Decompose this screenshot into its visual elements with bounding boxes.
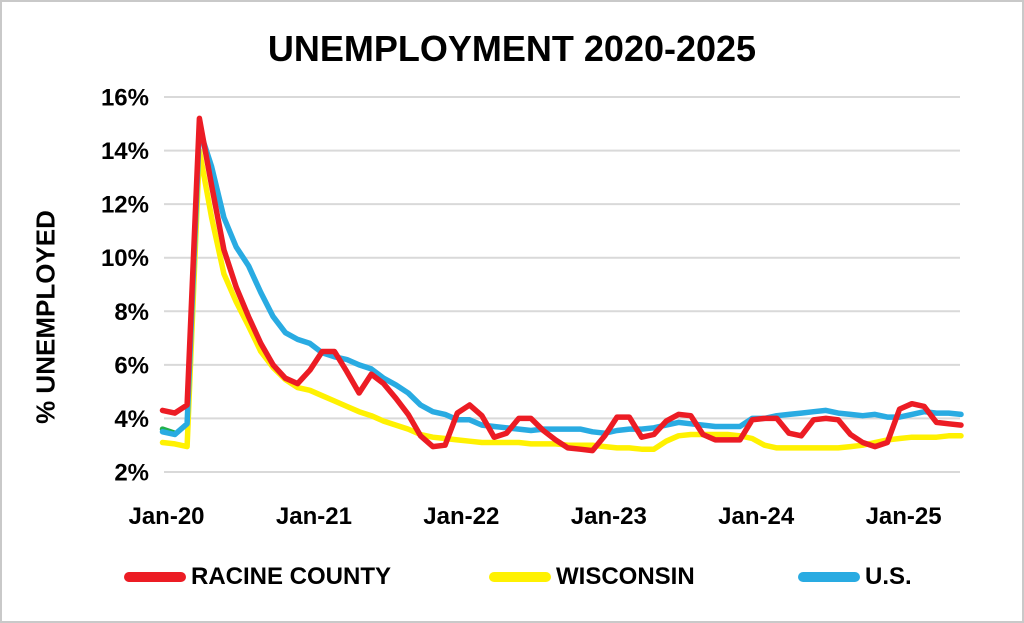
legend-label-racine-county: RACINE COUNTY [191, 563, 392, 590]
legend-label-us: U.S. [865, 563, 912, 590]
legend-swatch-wisconsin-icon [489, 572, 551, 582]
y-tick-label: 4% [114, 406, 149, 433]
y-tick-label: 6% [114, 352, 149, 379]
x-tick-label: Jan-24 [718, 503, 795, 530]
x-tick-label: Jan-25 [866, 503, 942, 530]
chart-title: UNEMPLOYMENT 2020-2025 [267, 28, 757, 69]
series-line-wisconsin [159, 147, 964, 452]
y-tick-label: 8% [114, 299, 149, 326]
series-line-us [159, 126, 964, 438]
legend-label-wisconsin: WISCONSIN [556, 563, 695, 590]
legend-swatch-racine-county-icon [124, 572, 186, 582]
x-tick-label: Jan-23 [571, 503, 647, 530]
legend-swatch-us-icon [798, 572, 860, 582]
x-tick-label: Jan-21 [276, 503, 352, 530]
y-tick-label: 10% [101, 245, 149, 272]
legend-item-wisconsin: WISCONSIN [489, 562, 695, 592]
legend-item-us: U.S. [798, 562, 912, 592]
y-tick-label: 12% [101, 192, 149, 219]
x-tick-label: Jan-20 [128, 503, 204, 530]
y-tick-label: 14% [101, 138, 149, 165]
x-tick-label: Jan-22 [423, 503, 499, 530]
legend-item-racine-county: RACINE COUNTY [124, 562, 391, 592]
y-tick-label: 2% [114, 460, 149, 487]
y-tick-label: 16% [101, 85, 149, 112]
series-line-racine-county [159, 115, 964, 454]
